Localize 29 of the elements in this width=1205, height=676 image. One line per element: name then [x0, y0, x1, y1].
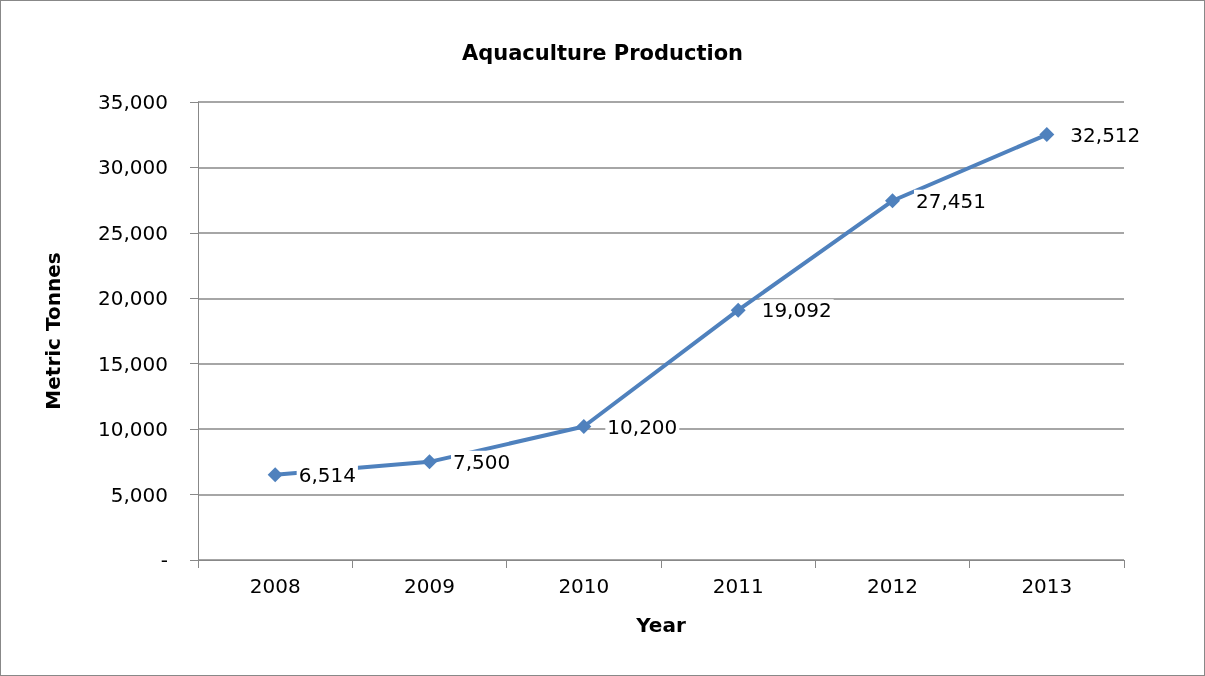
- data-label: 7,500: [453, 449, 511, 474]
- x-axis-title: Year: [635, 613, 686, 637]
- data-label: 6,514: [298, 462, 356, 487]
- data-label: 32,512: [1070, 122, 1141, 147]
- y-tick-label: 15,000: [98, 351, 168, 376]
- data-label: 19,092: [761, 298, 832, 323]
- data-label: 10,200: [607, 414, 678, 439]
- x-tick-label: 2012: [867, 574, 918, 598]
- point: [576, 419, 592, 435]
- point: [730, 302, 746, 318]
- y-axis-title: Metric Tonnes: [41, 252, 65, 410]
- y-tick-label: 10,000: [98, 417, 168, 442]
- point: [885, 193, 900, 209]
- point: [1039, 127, 1055, 143]
- x-tick-label: 2011: [712, 574, 764, 598]
- x-tick-label: 2013: [1021, 574, 1073, 598]
- y-tick-label: 35,000: [98, 90, 168, 114]
- point: [422, 454, 437, 470]
- y-tick-label: -: [160, 548, 168, 572]
- x-tick-label: 2008: [249, 574, 301, 598]
- point: [267, 467, 283, 483]
- y-tick-label: 30,000: [98, 155, 168, 180]
- y-tick-label: 5,000: [110, 482, 168, 507]
- y-tick-label: 20,000: [98, 286, 168, 311]
- y-tick-label: 25,000: [98, 220, 168, 245]
- x-tick-label: 2010: [558, 574, 610, 598]
- x-tick-label: 2009: [404, 574, 455, 598]
- chart-title: Aquaculture Production: [461, 40, 744, 65]
- data-label: 27,451: [916, 188, 986, 213]
